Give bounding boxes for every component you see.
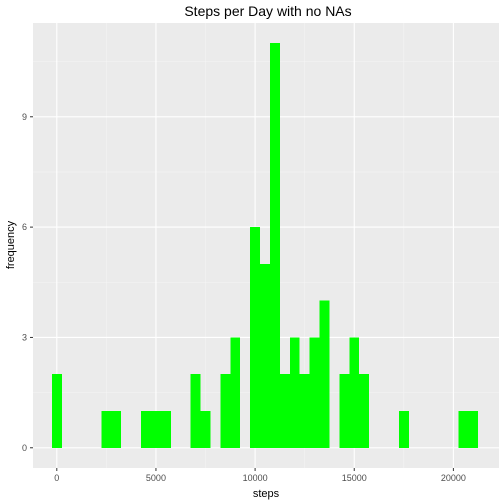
histogram-bars bbox=[51, 43, 479, 448]
histogram-bar bbox=[398, 410, 409, 448]
y-axis-title: frequency bbox=[5, 220, 17, 269]
x-tick-label: 0 bbox=[54, 473, 59, 483]
y-tick-label: 0 bbox=[22, 443, 27, 453]
histogram-bar bbox=[458, 410, 469, 448]
histogram-bar bbox=[160, 410, 171, 448]
histogram-bar bbox=[190, 374, 201, 448]
histogram-bar bbox=[289, 337, 300, 448]
x-tick-label: 5000 bbox=[146, 473, 166, 483]
histogram-bar bbox=[111, 410, 122, 448]
chart-title: Steps per Day with no NAs bbox=[184, 3, 351, 19]
histogram-bar bbox=[220, 374, 231, 448]
x-tick-label: 15000 bbox=[342, 473, 367, 483]
histogram-bar bbox=[319, 300, 330, 448]
histogram-bar bbox=[101, 410, 112, 448]
histogram-bar bbox=[230, 337, 241, 448]
x-tick-label: 20000 bbox=[441, 473, 466, 483]
histogram-bar bbox=[279, 374, 290, 448]
histogram-bar bbox=[468, 410, 479, 448]
y-tick-label: 9 bbox=[22, 112, 27, 122]
histogram-bar bbox=[349, 337, 360, 448]
histogram-bar bbox=[269, 43, 280, 448]
histogram-bar bbox=[359, 374, 370, 448]
y-tick-label: 6 bbox=[22, 222, 27, 232]
histogram-bar bbox=[339, 374, 350, 448]
y-tick-label: 3 bbox=[22, 332, 27, 342]
histogram-bar bbox=[150, 410, 161, 448]
histogram-bar bbox=[260, 263, 270, 448]
histogram-bar bbox=[200, 410, 211, 448]
histogram-bar bbox=[250, 227, 261, 448]
x-axis-title: steps bbox=[253, 488, 280, 500]
x-tick-label: 10000 bbox=[243, 473, 268, 483]
axes: 0 5000 10000 15000 20000 0 3 6 9 bbox=[22, 112, 466, 483]
histogram-bar bbox=[299, 374, 310, 448]
histogram-bar bbox=[51, 374, 62, 448]
histogram-bar bbox=[141, 410, 151, 448]
histogram-bar bbox=[309, 337, 320, 448]
